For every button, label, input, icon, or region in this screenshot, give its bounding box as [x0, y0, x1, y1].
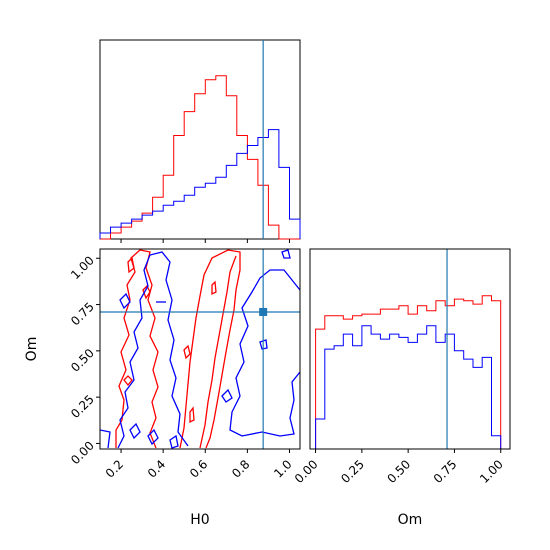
y-tick-label: 1.00 — [68, 253, 97, 282]
contour-blue-island-3 — [221, 388, 233, 403]
contour-blue-island-1 — [119, 292, 131, 310]
y-tick-label: 0.50 — [68, 346, 97, 375]
x-tick-label: 0.2 — [103, 457, 126, 480]
contour-red-island-6 — [189, 406, 195, 424]
contour-red-island-2 — [142, 284, 151, 300]
y-tick-label: 0.25 — [68, 392, 97, 421]
axes-frame — [99, 248, 301, 450]
contour-red-island-3 — [183, 344, 191, 360]
contour-red-inner — [179, 249, 241, 449]
x-tick-label: 0.4 — [145, 457, 168, 480]
x-tick-label: 0.75 — [431, 457, 460, 486]
contour-red-core — [199, 255, 237, 449]
axes-frame — [99, 39, 301, 240]
contour-red-island-5 — [211, 280, 217, 296]
truth-marker — [259, 307, 268, 316]
contour-blue-right — [229, 269, 300, 437]
x-tick-label: 0.6 — [187, 457, 210, 480]
x-tick-label: 0.00 — [292, 457, 321, 486]
contour-lines — [100, 249, 300, 449]
x-axis-label: H0 — [190, 512, 209, 528]
contour-blue-island-4 — [147, 428, 159, 446]
contour-blue-outer — [100, 251, 189, 449]
panel-joint-contour: 0.2 0.4 0.6 0.8 1.0 0.00 0.25 0.50 0.75 1.00 H0 O… — [24, 248, 301, 528]
hist-series-0 — [315, 295, 502, 449]
panel-h0-hist — [99, 39, 301, 243]
hist-series-1 — [99, 129, 301, 239]
x-tick-label: 0.8 — [229, 457, 252, 480]
x-tick-label: 1.00 — [477, 457, 506, 486]
y-axis-label: Om — [24, 337, 40, 362]
contour-blue-island-5 — [169, 434, 179, 449]
hist-series-0 — [100, 75, 300, 240]
contour-red-island-1 — [123, 375, 133, 387]
hist-series-1 — [315, 325, 502, 449]
x-tick-label: 1.0 — [271, 457, 294, 480]
x-axis-label: Om — [398, 512, 423, 528]
x-tick-label: 0.50 — [384, 457, 413, 486]
axes-frame — [309, 248, 511, 450]
contour-blue-island-7 — [259, 339, 268, 350]
contour-red-outer — [115, 249, 159, 449]
panel-om-hist: 0.00 0.25 0.50 0.75 1.00 Om — [292, 248, 511, 528]
contour-blue-island-2 — [129, 422, 141, 440]
x-tick-label: 0.25 — [338, 457, 367, 486]
contour-blue-island-6 — [281, 249, 291, 259]
y-tick-label: 0.75 — [68, 300, 97, 329]
y-tick-label: 0.00 — [68, 438, 97, 467]
contour-red-island-4 — [127, 256, 135, 274]
